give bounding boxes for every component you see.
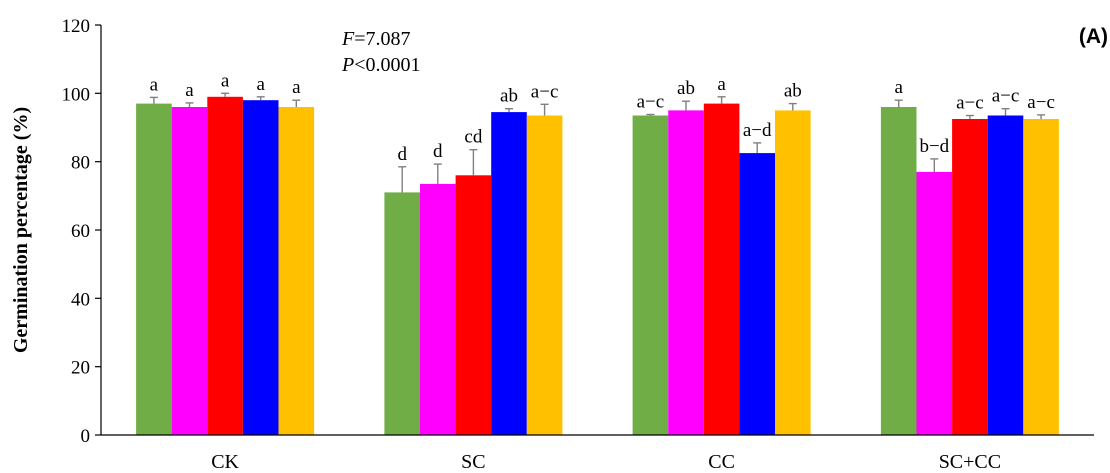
significance-label-3-3: a−c — [992, 86, 1020, 107]
error-bar-0-4 — [292, 99, 301, 107]
bar-3-2 — [952, 119, 988, 435]
bar-1-2 — [455, 175, 492, 436]
p-value-value: <0.0001 — [354, 54, 420, 76]
error-bar-2-1 — [682, 100, 690, 111]
category-label-1: SC — [461, 451, 485, 473]
y-tick-label-0: 0 — [81, 426, 91, 447]
error-bars-layer — [149, 92, 1046, 193]
y-axis-title: Germination percentage (%) — [10, 107, 32, 353]
significance-label-0-3: a — [256, 74, 265, 95]
category-label-0: CK — [211, 451, 239, 473]
significance-label-1-0: d — [397, 144, 407, 165]
bar-0-0 — [136, 103, 172, 435]
bar-3-1 — [916, 171, 953, 435]
bar-0-1 — [171, 107, 208, 435]
significance-label-0-4: a — [292, 77, 301, 98]
significance-label-1-3: ab — [500, 86, 518, 107]
bar-1-3 — [491, 112, 527, 435]
bar-1-1 — [420, 183, 456, 435]
y-tick-label-4: 80 — [71, 153, 90, 174]
error-bar-0-0 — [149, 96, 158, 104]
error-bar-2-3 — [753, 142, 762, 154]
f-statistic: F=7.087 — [341, 28, 411, 50]
significance-label-0-1: a — [185, 80, 194, 101]
error-bar-1-2 — [469, 148, 478, 176]
y-tick-label-1: 20 — [71, 358, 90, 379]
category-label-2: CC — [708, 451, 735, 473]
error-bar-0-3 — [256, 96, 265, 101]
bar-2-1 — [668, 110, 704, 436]
bar-1-4 — [526, 115, 563, 435]
error-bar-1-0 — [398, 166, 407, 193]
bar-3-4 — [1023, 119, 1059, 435]
significance-label-3-1: b−d — [919, 136, 949, 157]
significance-label-0-2: a — [221, 70, 230, 91]
f-statistic-label: F — [341, 28, 355, 50]
significance-label-1-1: d — [433, 141, 443, 162]
significance-label-1-2: cd — [464, 127, 482, 148]
y-tick-label-5: 100 — [62, 84, 91, 105]
error-bar-3-0 — [894, 99, 903, 107]
y-tick-label-2: 40 — [71, 289, 90, 310]
category-labels-layer: CK SC CC SC+CC — [211, 451, 1001, 473]
error-bar-2-0 — [646, 113, 655, 116]
error-bar-3-2 — [965, 114, 974, 119]
error-bar-3-3 — [1001, 107, 1010, 116]
error-bar-2-4 — [788, 102, 797, 111]
significance-label-2-4: ab — [784, 81, 802, 102]
significance-label-2-2: a — [717, 74, 726, 95]
panel-label: (A) — [1079, 25, 1108, 48]
significance-label-3-4: a−c — [1027, 92, 1055, 113]
f-statistic-value: =7.087 — [354, 28, 410, 50]
bars-layer — [136, 96, 1059, 436]
significance-label-2-0: a−c — [637, 92, 665, 113]
error-bar-3-1 — [930, 158, 939, 172]
significance-label-3-0: a — [894, 77, 903, 98]
bar-0-3 — [242, 100, 279, 435]
p-value-label: P — [341, 54, 354, 76]
bar-3-3 — [987, 115, 1024, 435]
error-bar-1-1 — [433, 163, 442, 184]
bar-2-3 — [739, 153, 775, 435]
error-bar-0-1 — [185, 102, 194, 107]
error-bar-1-4 — [540, 103, 549, 116]
bar-0-4 — [278, 107, 315, 435]
significance-label-0-0: a — [150, 74, 159, 95]
bar-2-0 — [632, 115, 669, 435]
significance-label-2-3: a−d — [743, 120, 772, 141]
category-label-3: SC+CC — [939, 451, 1001, 473]
significance-label-1-4: a−c — [531, 81, 559, 102]
y-tick-label-3: 60 — [71, 221, 90, 242]
bar-2-4 — [775, 110, 811, 436]
error-bar-3-4 — [1037, 114, 1046, 119]
bar-3-0 — [880, 107, 917, 435]
significance-label-2-1: ab — [677, 78, 695, 99]
p-value: P<0.0001 — [341, 54, 421, 76]
error-bar-0-2 — [221, 92, 230, 97]
y-ticks-layer: 0 20 40 60 80 100 120 — [62, 16, 101, 447]
error-bar-1-3 — [505, 107, 513, 113]
bar-0-2 — [207, 96, 243, 436]
bar-1-0 — [384, 192, 420, 435]
bar-2-2 — [703, 103, 740, 435]
significance-label-3-2: a−c — [956, 93, 984, 114]
y-tick-label-6: 120 — [62, 16, 91, 37]
error-bar-2-2 — [717, 96, 726, 104]
